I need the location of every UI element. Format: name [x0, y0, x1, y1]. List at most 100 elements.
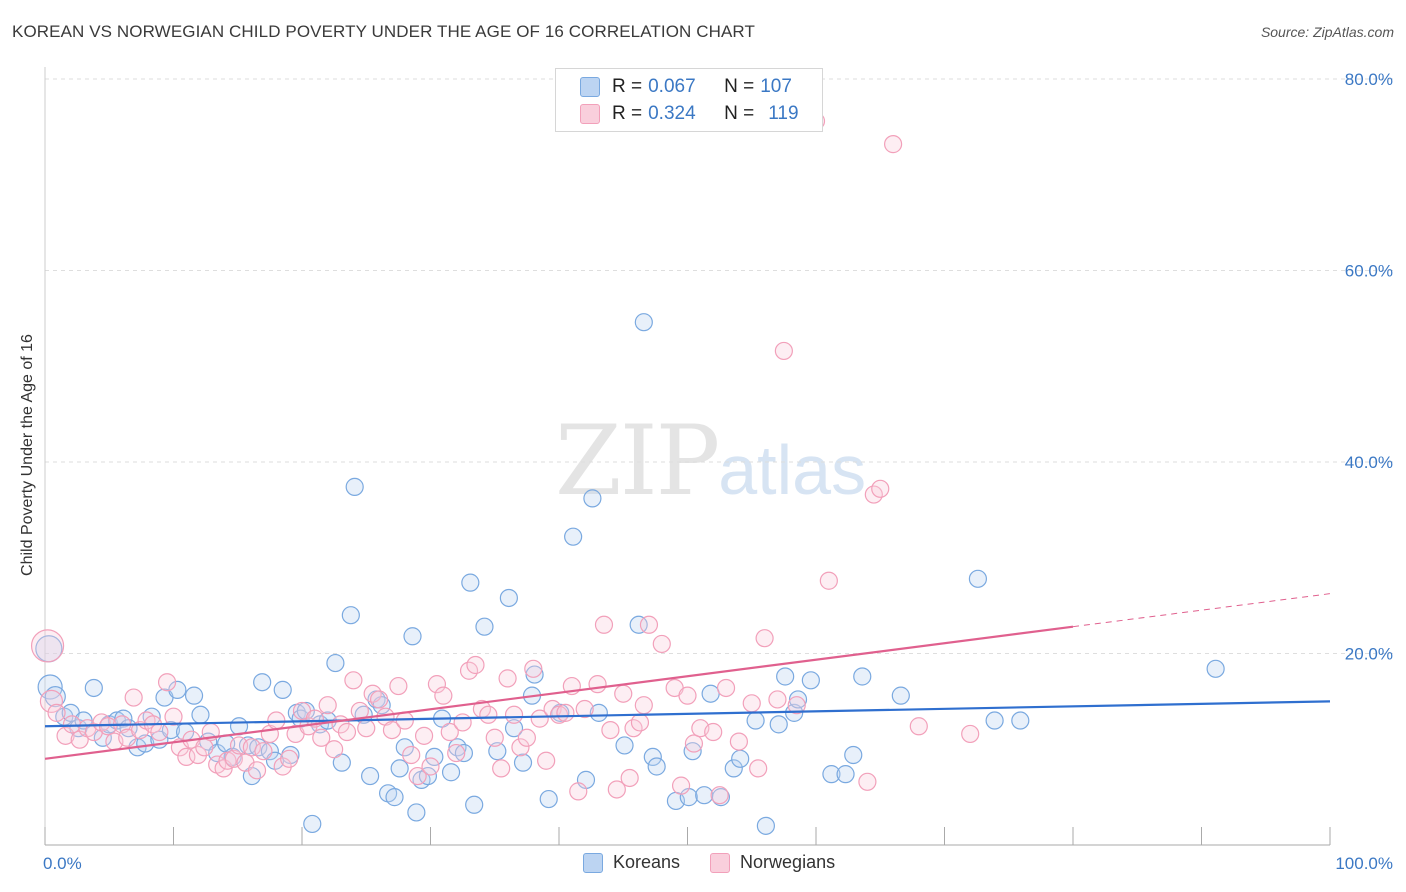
- korean-point: [1206, 659, 1225, 678]
- norwegian-point: [537, 751, 556, 770]
- korean-point: [332, 753, 351, 772]
- korean-point: [583, 489, 602, 508]
- korean-point: [161, 720, 181, 740]
- legend-swatch-norwegians: [710, 852, 731, 873]
- watermark: ZIPatlas: [555, 405, 866, 517]
- norwegian-point: [569, 782, 588, 801]
- norwegian-point: [517, 728, 536, 747]
- norwegian-point: [421, 757, 440, 776]
- korean-point: [513, 753, 533, 772]
- korean-point: [525, 665, 544, 684]
- norwegian-point: [634, 696, 653, 715]
- legend-n-value-norwegians: 119: [768, 103, 799, 124]
- norwegian-point: [774, 341, 793, 361]
- norwegian-point: [440, 722, 459, 742]
- legend-item-norwegians[interactable]: Norwegians: [710, 852, 835, 873]
- korean-point: [836, 765, 855, 784]
- norwegian-trend-extension: [1072, 593, 1331, 628]
- legend-item-koreans[interactable]: Koreans: [583, 852, 680, 873]
- norwegian-point: [47, 703, 66, 722]
- korean-point: [361, 766, 380, 786]
- korean-point: [168, 680, 187, 699]
- norwegian-point: [498, 669, 517, 688]
- norwegian-point: [39, 689, 64, 713]
- norwegian-point: [447, 743, 466, 763]
- legend-r-value-koreans: 0.067: [648, 76, 696, 97]
- korean-point: [731, 749, 750, 768]
- norwegian-trend-line: [44, 625, 1074, 760]
- korean-point: [695, 786, 714, 805]
- korean-points: [35, 313, 1225, 835]
- korean-point: [385, 788, 404, 807]
- axes: [44, 67, 1331, 846]
- korean-point: [615, 736, 634, 755]
- norwegian-point: [492, 759, 511, 778]
- legend-n-value-koreans: 107: [760, 76, 792, 97]
- korean-point: [564, 527, 583, 546]
- norwegian-point: [819, 571, 838, 590]
- norwegian-point: [858, 772, 877, 791]
- norwegian-point: [357, 719, 376, 738]
- norwegian-point: [601, 720, 620, 740]
- norwegian-point: [704, 722, 723, 742]
- korean-point: [985, 711, 1004, 730]
- norwegian-point: [150, 722, 169, 742]
- norwegian-point: [224, 749, 243, 768]
- legend-r-value-norwegians: 0.324: [648, 103, 696, 124]
- norwegian-point: [414, 726, 434, 745]
- legend-row-norwegians: R = 0.324 N = 119: [580, 102, 799, 126]
- norwegian-point: [280, 749, 299, 768]
- norwegian-point: [337, 722, 357, 742]
- norwegian-point: [549, 705, 569, 724]
- korean-point: [822, 765, 841, 784]
- norwegian-point: [787, 696, 806, 715]
- korean-point: [629, 615, 648, 634]
- korean-point: [403, 627, 422, 646]
- norwegian-point: [479, 705, 498, 724]
- norwegian-point: [556, 703, 575, 722]
- legend-r-label: R =: [612, 103, 643, 124]
- norwegian-point: [62, 715, 82, 734]
- korean-point: [499, 588, 518, 608]
- norwegian-point: [671, 776, 691, 795]
- chart-title: KOREAN VS NORWEGIAN CHILD POVERTY UNDER …: [12, 22, 755, 41]
- watermark-zip: ZIP: [555, 405, 720, 517]
- norwegian-point: [395, 711, 414, 730]
- norwegian-point: [466, 655, 485, 675]
- korean-point: [407, 803, 426, 822]
- norwegian-point: [124, 688, 143, 707]
- norwegian-point: [530, 709, 549, 728]
- x-tick-label: 100.0%: [1335, 854, 1393, 873]
- korean-point: [589, 703, 608, 722]
- korean-point: [425, 747, 444, 767]
- korean-point: [968, 569, 988, 588]
- korean-point: [253, 673, 272, 692]
- norwegian-point: [30, 629, 65, 663]
- norwegian-point: [607, 780, 626, 799]
- korean-point: [769, 715, 788, 734]
- korean-point: [136, 734, 155, 753]
- norwegian-point: [242, 738, 261, 757]
- legend-swatch-koreans: [580, 77, 600, 97]
- korean-point: [643, 747, 662, 767]
- norwegian-point: [453, 713, 472, 732]
- norwegian-point: [344, 671, 363, 690]
- norwegian-point: [620, 768, 639, 788]
- y-tick-label: 60.0%: [1345, 262, 1393, 281]
- korean-point: [475, 617, 494, 636]
- korean-point: [273, 680, 292, 699]
- norwegian-point: [909, 717, 928, 736]
- norwegian-point: [630, 713, 650, 732]
- legend-row-koreans: R = 0.067 N = 107: [580, 75, 792, 99]
- norwegian-point: [382, 720, 402, 740]
- series-legend: Koreans Norwegians: [583, 852, 865, 873]
- norwegian-point: [716, 678, 736, 698]
- korean-point: [647, 757, 666, 776]
- korean-point: [303, 814, 322, 834]
- norwegian-point: [511, 738, 530, 757]
- korean-point: [441, 763, 461, 782]
- norwegian-point: [729, 732, 749, 751]
- gridlines: [45, 78, 1393, 654]
- norwegian-point: [961, 724, 980, 744]
- norwegian-point: [254, 742, 273, 761]
